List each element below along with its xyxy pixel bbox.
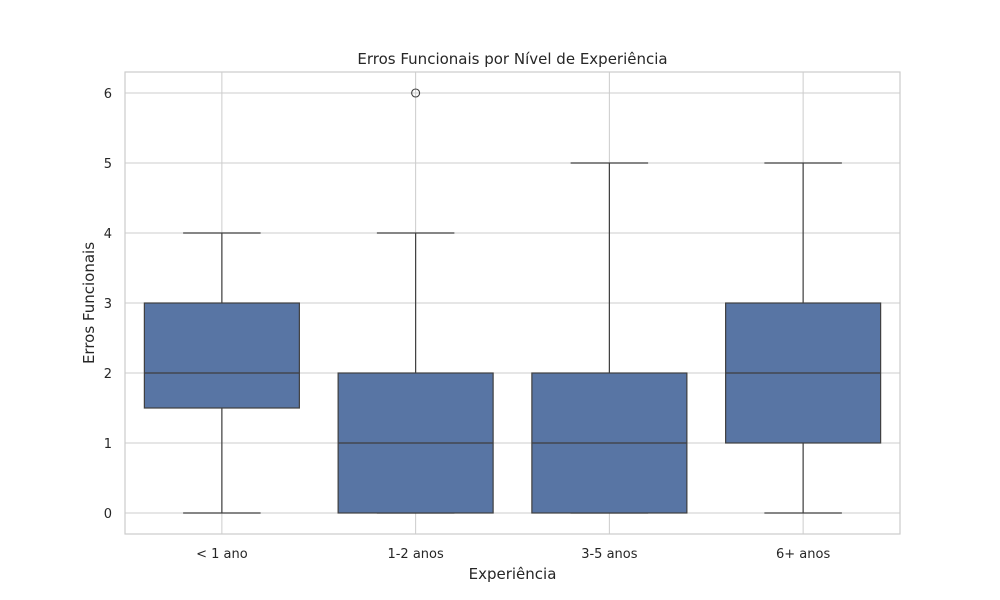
outlier-point bbox=[411, 88, 421, 98]
x-axis-label: Experiência bbox=[469, 565, 557, 583]
box-group bbox=[725, 162, 882, 514]
x-tick-label: 3-5 anos bbox=[581, 547, 638, 562]
y-tick-label: 1 bbox=[104, 437, 112, 452]
y-tick-label: 3 bbox=[104, 297, 112, 312]
box-group bbox=[143, 232, 300, 514]
y-tick-label: 4 bbox=[104, 227, 112, 242]
x-tick-label: < 1 ano bbox=[196, 547, 248, 562]
chart-title: Erros Funcionais por Nível de Experiênci… bbox=[357, 50, 667, 68]
iqr-box bbox=[143, 302, 300, 409]
box-group bbox=[531, 162, 688, 514]
box-group bbox=[337, 88, 494, 514]
y-tick-label: 6 bbox=[104, 87, 112, 102]
x-tick-label: 6+ anos bbox=[776, 547, 830, 562]
y-tick-label: 0 bbox=[104, 507, 112, 522]
y-tick-label: 2 bbox=[104, 367, 112, 382]
box-layer bbox=[143, 88, 882, 514]
x-tick-label: 1-2 anos bbox=[387, 547, 444, 562]
tick-layer: 0 1 2 3 4 5 6 < 1 ano 1-2 anos 3-5 anos 6+ anos bbox=[104, 87, 831, 562]
y-axis-label: Erros Funcionais bbox=[80, 242, 98, 364]
plot-frame bbox=[124, 71, 901, 535]
y-tick-label: 5 bbox=[104, 157, 112, 172]
